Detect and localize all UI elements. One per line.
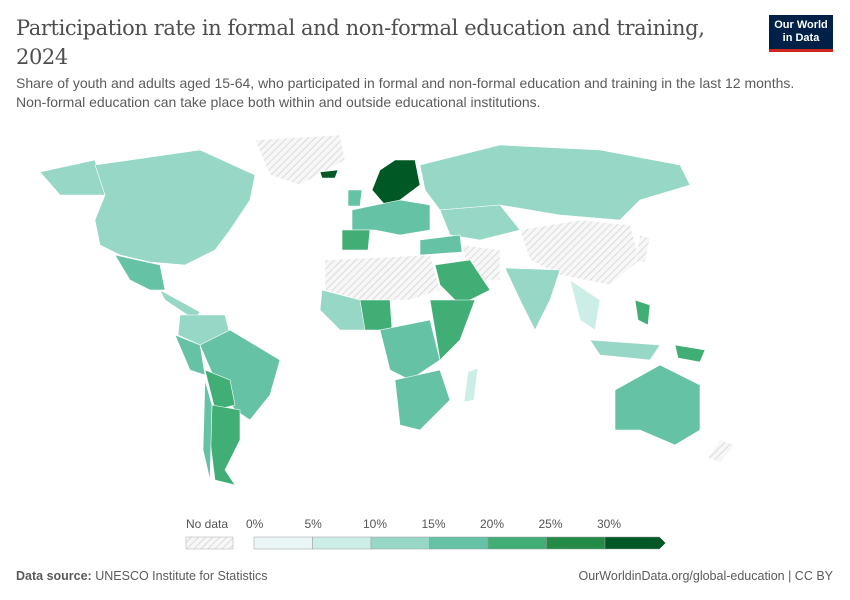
- legend-tick-label: 0%: [246, 517, 264, 531]
- legend-bin-2: [370, 536, 430, 550]
- region-central-africa[interactable]: [379, 319, 441, 381]
- legend-bin-5: [546, 536, 606, 550]
- region-indonesia[interactable]: [589, 339, 661, 361]
- region-new-zealand[interactable]: [707, 439, 736, 463]
- region-turkey[interactable]: [419, 234, 463, 256]
- legend-bin-0: [253, 536, 313, 550]
- legend-bin-1: [312, 536, 372, 550]
- legend-no-data-swatch: [185, 536, 234, 550]
- legend-tick-label: 15%: [421, 517, 446, 531]
- legend-bin-4: [487, 536, 547, 550]
- world-map[interactable]: [0, 125, 850, 515]
- region-png[interactable]: [674, 344, 706, 363]
- legend-bin-3: [429, 536, 489, 550]
- region-southern-africa[interactable]: [394, 369, 451, 431]
- region-philippines[interactable]: [634, 299, 651, 326]
- region-chile[interactable]: [202, 379, 213, 481]
- legend-bin-6: [604, 536, 666, 550]
- region-central-asia[interactable]: [439, 204, 521, 241]
- legend-tick-label: 30%: [597, 517, 622, 531]
- region-china[interactable]: [519, 219, 641, 286]
- region-spain-portugal[interactable]: [341, 229, 371, 251]
- source-text: UNESCO Institute for Statistics: [95, 569, 268, 583]
- legend-tick-label: 25%: [538, 517, 563, 531]
- legend-no-data-label: No data: [186, 517, 229, 531]
- region-nigeria[interactable]: [359, 299, 393, 331]
- legend-bar: [185, 536, 666, 550]
- region-uk-ireland[interactable]: [347, 189, 363, 207]
- region-madagascar[interactable]: [463, 367, 479, 403]
- source-label: Data source:: [16, 569, 92, 583]
- data-source: Data source: UNESCO Institute for Statis…: [16, 569, 268, 583]
- legend-tick-label: 10%: [363, 517, 388, 531]
- legend-tick-label: 5%: [304, 517, 322, 531]
- region-iceland[interactable]: [319, 169, 339, 179]
- region-argentina[interactable]: [209, 404, 241, 486]
- region-peru[interactable]: [174, 334, 206, 376]
- region-east-africa[interactable]: [429, 299, 476, 361]
- region-bolivia-paraguay[interactable]: [204, 369, 236, 411]
- legend-tick-label: 20%: [480, 517, 505, 531]
- region-russia[interactable]: [419, 144, 691, 221]
- region-japan[interactable]: [634, 234, 651, 263]
- chart-subtitle: Share of youth and adults aged 15-64, wh…: [16, 75, 795, 110]
- owid-logo[interactable]: Our World in Data: [769, 15, 833, 52]
- region-india[interactable]: [504, 267, 561, 331]
- url-license-link[interactable]: OurWorldinData.org/global-education | CC…: [578, 569, 833, 583]
- region-north-africa[interactable]: [324, 254, 441, 301]
- region-australia[interactable]: [614, 364, 701, 446]
- region-southeast-asia[interactable]: [569, 279, 601, 331]
- region-north-america[interactable]: [94, 149, 256, 266]
- region-arabia[interactable]: [434, 259, 491, 306]
- chart-title: Participation rate in formal and non-for…: [16, 16, 705, 69]
- region-mexico[interactable]: [114, 254, 166, 291]
- region-scandinavia[interactable]: [371, 159, 421, 206]
